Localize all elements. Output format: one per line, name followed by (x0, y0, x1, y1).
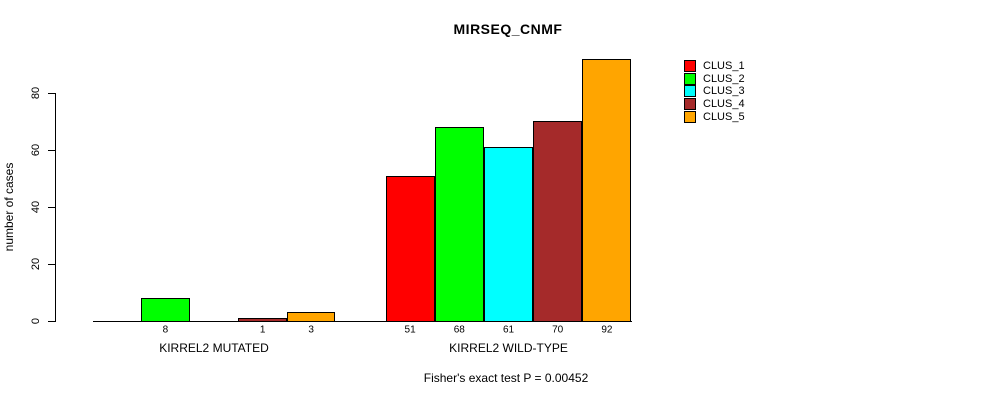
bar-value-label: 61 (502, 324, 515, 336)
legend-item: CLUS_2 (684, 72, 745, 86)
bar (434, 127, 484, 322)
legend: CLUS_1 CLUS_2 CLUS_3 CLUS_4 CLUS_5 (684, 60, 745, 123)
y-axis-label: number of cases (2, 162, 16, 252)
group-label: KIRREL2 WILD-TYPE (449, 341, 568, 355)
bar-value-label: 92 (601, 324, 613, 336)
y-tick (48, 207, 55, 208)
y-tick (48, 321, 55, 322)
legend-label: CLUS_5 (703, 110, 745, 123)
chart-title: MIRSEQ_CNMF (453, 21, 563, 37)
bar-value-label: 68 (453, 324, 465, 336)
bar (141, 298, 190, 322)
y-tick-label: 20 (30, 257, 42, 271)
legend-label: CLUS_2 (703, 72, 745, 85)
legend-swatch (684, 98, 696, 111)
legend-item: CLUS_5 (684, 110, 745, 123)
bar (483, 147, 534, 322)
legend-swatch (684, 85, 696, 98)
subtitle-pvalue: Fisher's exact test P = 0.00452 (423, 371, 589, 385)
bar-value-label: 3 (308, 324, 314, 336)
legend-item: CLUS_3 (684, 85, 745, 98)
legend-label: CLUS_4 (703, 98, 745, 111)
y-tick-label: 40 (30, 200, 42, 214)
y-tick (48, 93, 55, 94)
y-tick-label: 0 (30, 317, 42, 325)
bar-value-label: 1 (259, 324, 266, 336)
legend-item: CLUS_1 (684, 60, 745, 73)
y-tick (48, 264, 55, 265)
bar-value-label: 8 (162, 324, 169, 336)
group-label: KIRREL2 MUTATED (159, 341, 269, 355)
bar-value-label: 70 (552, 324, 564, 336)
bar (582, 59, 632, 322)
y-tick (48, 150, 55, 151)
legend-label: CLUS_1 (703, 60, 745, 73)
y-axis-line (55, 93, 56, 322)
legend-item: CLUS_4 (684, 98, 745, 111)
legend-swatch (684, 60, 696, 73)
legend-label: CLUS_3 (703, 85, 745, 98)
legend-swatch (684, 72, 696, 85)
legend-swatch (684, 110, 696, 123)
bar (533, 121, 583, 322)
y-tick-label: 60 (30, 143, 42, 157)
bar-value-label: 51 (404, 324, 416, 336)
bar (385, 176, 435, 322)
y-tick-label: 80 (30, 86, 42, 100)
x-axis-line (92, 321, 632, 322)
